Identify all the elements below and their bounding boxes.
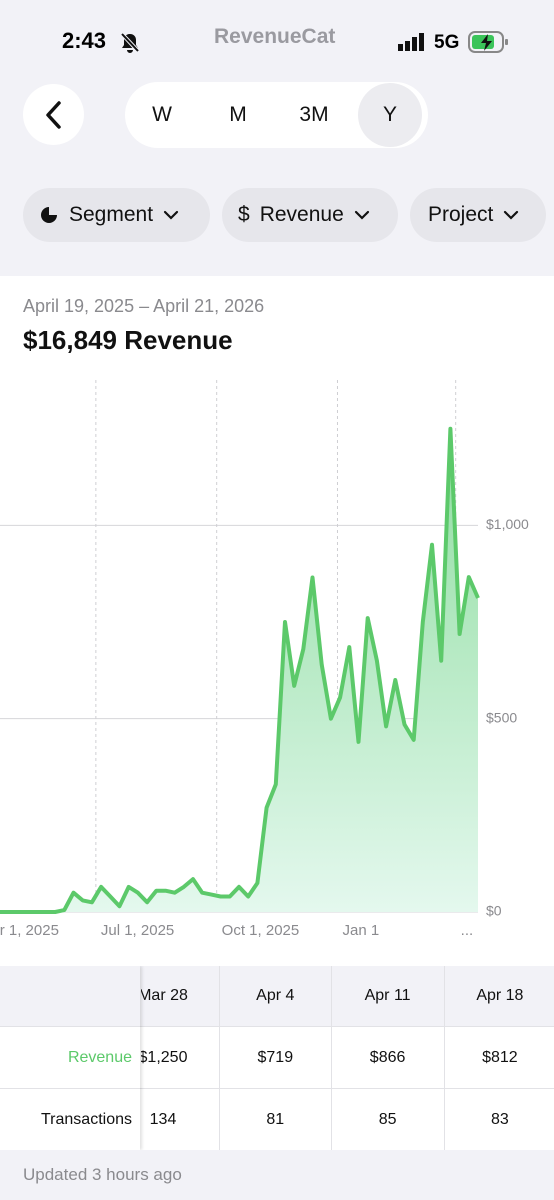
period-button[interactable]: M	[229, 103, 247, 126]
chip-chevron	[163, 210, 179, 220]
chevron-down	[354, 210, 369, 220]
table-cell: $812	[482, 1048, 518, 1066]
column-header: Apr 4	[256, 987, 295, 1004]
chip-label: Segment	[69, 203, 154, 226]
column-header: Apr 11	[364, 987, 411, 1004]
x-tick-label: Jan 1	[342, 922, 379, 939]
table-cell: $719	[257, 1048, 294, 1066]
column-header: Mar 28	[141, 987, 188, 1004]
table-cell: 81	[266, 1110, 285, 1128]
brand: RevenueCat	[214, 25, 336, 48]
chevron-left	[45, 100, 61, 129]
column-divider	[219, 966, 221, 1150]
y-tick-label: $1,000	[486, 516, 529, 532]
row-divider	[0, 1088, 554, 1089]
x-tick-label: ...	[461, 922, 474, 939]
table-cell: 134	[149, 1110, 177, 1128]
chip-label: Project	[428, 203, 494, 226]
period-button[interactable]: W	[152, 103, 172, 126]
x-tick-label: Apr 1, 2025	[0, 922, 59, 939]
y-tick-label: $500	[486, 709, 517, 725]
column-divider	[443, 966, 445, 1150]
chip-label: Revenue	[259, 203, 344, 226]
column-header: Apr 18	[476, 987, 524, 1004]
signal-icon	[398, 33, 424, 51]
battery-icon	[468, 31, 508, 53]
footer-bg	[0, 1150, 554, 1200]
period-selector: W M 3M Y	[125, 82, 428, 148]
table-cell: $866	[369, 1048, 406, 1066]
x-tick-label: Jul 1, 2025	[101, 922, 174, 939]
network: 5G	[434, 32, 460, 53]
data-table: Mar 28 $1,250 134 Apr 4 $719 81 Apr 11 $866 85 Ap…	[0, 966, 554, 1150]
line	[0, 426, 480, 914]
area	[0, 428, 478, 912]
filter-chip[interactable]: Segment	[23, 188, 210, 242]
date-range: April 19, 2025 – April 21, 2026	[23, 296, 265, 316]
filter-chip[interactable]: Project	[410, 188, 546, 242]
column-divider	[331, 966, 333, 1150]
chip-chevron	[354, 210, 370, 220]
chevron-down	[504, 210, 519, 220]
y-tick-label: $0	[486, 903, 502, 919]
period-button[interactable]: Y	[358, 83, 422, 147]
silent-icon	[120, 32, 140, 53]
chip-icon: $	[238, 203, 250, 227]
row-divider	[0, 1026, 140, 1027]
row-label: Transactions	[41, 1110, 132, 1128]
chart: $0 $500 $1,000 Apr 1, 2025 Jul 1, 2025 Oct 1,…	[0, 380, 529, 939]
sticky-column	[0, 966, 140, 1150]
row-divider	[0, 1026, 554, 1027]
table-cell: 83	[490, 1110, 509, 1128]
period-button[interactable]: 3M	[299, 103, 329, 126]
icon	[41, 206, 58, 223]
x-tick-label: Oct 1, 2025	[222, 922, 300, 939]
table-cell: 85	[378, 1110, 397, 1128]
table-cell: $1,250	[141, 1048, 188, 1066]
chevron-down	[163, 210, 179, 220]
chip-icon	[39, 205, 59, 225]
filter-chip[interactable]: $ Revenue	[222, 188, 398, 242]
total: $16,849 Revenue	[23, 325, 233, 355]
row-divider	[0, 1088, 140, 1089]
table-scroll: Mar 28 $1,250 134 Apr 4 $719 81 Apr 11 $866 85 Ap…	[141, 966, 554, 1150]
clock: 2:43	[62, 28, 107, 53]
back-button[interactable]	[23, 84, 84, 145]
icon: $	[238, 203, 250, 226]
chip-chevron	[503, 210, 519, 220]
footer: Updated 3 hours ago	[23, 1165, 182, 1184]
row-label: Revenue	[67, 1048, 132, 1066]
